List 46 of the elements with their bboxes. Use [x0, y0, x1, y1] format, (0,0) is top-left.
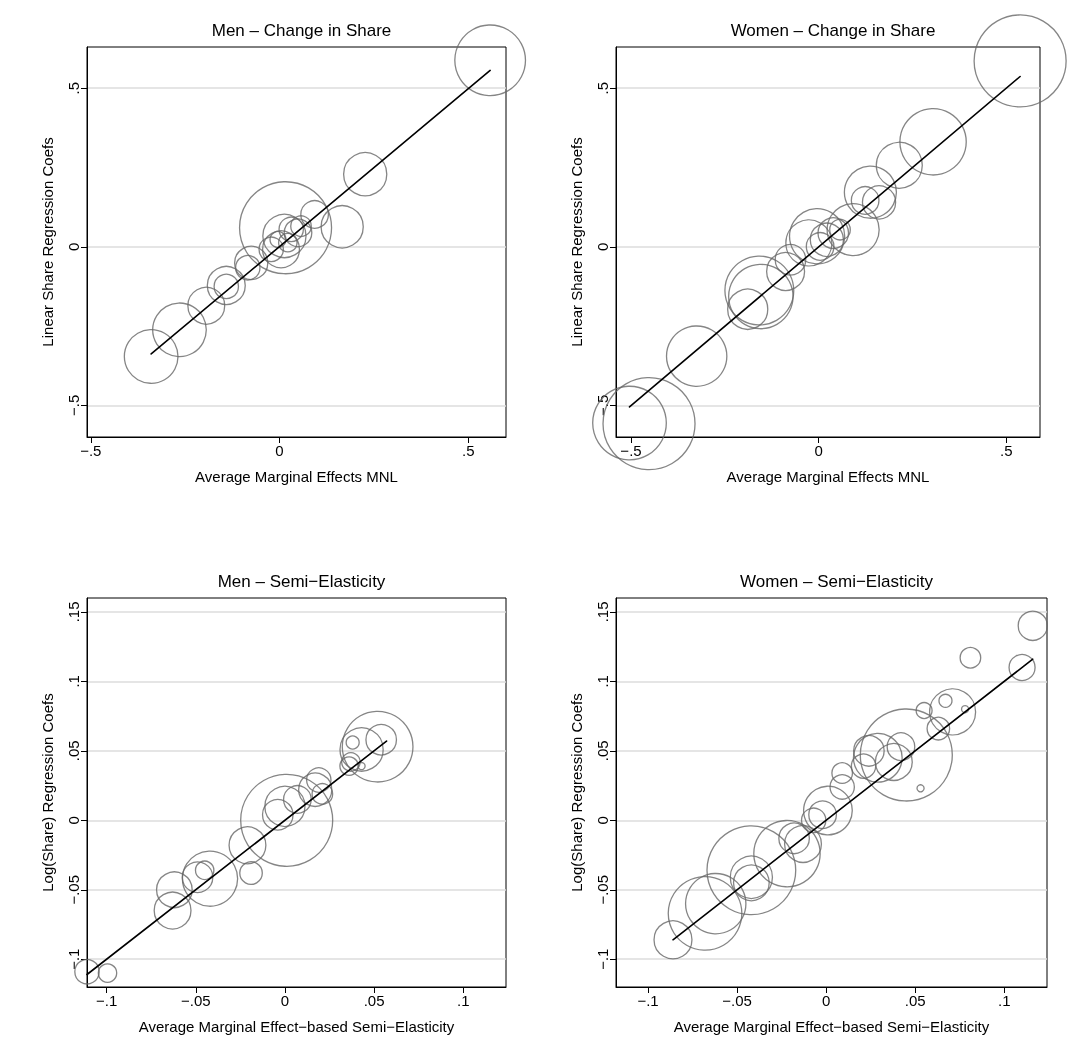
x-tick-label: .5: [461, 442, 475, 459]
y-tick-label: −.05: [65, 874, 82, 905]
x-axis-title: Average Marginal Effect−based Semi−Elasticity: [673, 1018, 990, 1035]
x-axis-title: Average Marginal Effects MNL: [195, 468, 398, 485]
x-tick-label: .1: [456, 992, 470, 1009]
x-axis-title: Average Marginal Effect−based Semi−Elasticity: [138, 1018, 455, 1035]
x-tick-label: −.05: [180, 992, 211, 1009]
y-tick-label: −.5: [594, 394, 611, 416]
y-axis-title: Linear Share Regression Coefs: [568, 137, 585, 347]
x-tick-label: .05: [904, 992, 926, 1009]
x-tick-label: 0: [814, 442, 823, 459]
y-tick-label: −.1: [594, 948, 611, 970]
x-tick-label: 0: [280, 992, 290, 1009]
y-tick-label: 0: [65, 242, 82, 251]
y-tick-label: 0: [594, 242, 611, 251]
x-tick-label: 0: [821, 992, 831, 1009]
chart-title: Women – Change in Share: [730, 21, 936, 40]
x-tick-label: −.1: [637, 992, 659, 1009]
x-tick-label: −.5: [80, 442, 102, 459]
x-tick-label: .05: [363, 992, 385, 1009]
y-tick-label: −.05: [594, 874, 611, 905]
chart-title: Men – Semi−Elasticity: [217, 572, 386, 591]
x-tick-label: 0: [275, 442, 284, 459]
y-tick-label: −.1: [65, 948, 82, 970]
x-tick-label: .5: [999, 442, 1013, 459]
y-tick-label: .1: [594, 675, 611, 688]
x-axis-title: Average Marginal Effects MNL: [726, 468, 930, 485]
y-axis-title: Log(Share) Regression Coefs: [39, 693, 56, 892]
chart-title: Women – Semi−Elasticity: [740, 572, 934, 591]
y-axis-title: Log(Share) Regression Coefs: [568, 693, 585, 892]
y-axis-title: Linear Share Regression Coefs: [39, 137, 56, 347]
x-tick-label: −.1: [95, 992, 118, 1009]
y-tick-label: .15: [594, 601, 611, 623]
chart-title: Men – Change in Share: [211, 21, 392, 40]
y-tick-label: .5: [65, 81, 82, 95]
y-tick-label: .1: [65, 675, 82, 688]
y-tick-label: .05: [65, 740, 82, 762]
y-tick-label: 0: [594, 816, 611, 825]
y-tick-label: 0: [65, 816, 82, 825]
x-tick-label: −.05: [722, 992, 752, 1009]
y-tick-label: .05: [594, 740, 611, 762]
y-tick-label: .5: [594, 81, 611, 95]
x-tick-label: .1: [998, 992, 1011, 1009]
x-tick-label: −.5: [620, 442, 642, 459]
y-tick-label: .15: [65, 601, 82, 623]
y-tick-label: −.5: [65, 394, 82, 416]
